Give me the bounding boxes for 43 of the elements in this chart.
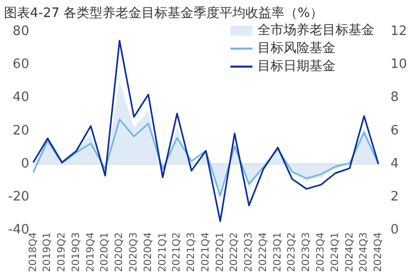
x-tick-label: 2019Q1	[42, 232, 54, 272]
x-tick-label: 2023Q1	[272, 232, 284, 272]
legend-label: 全市场养老目标基金	[257, 22, 374, 38]
y2-tick-label: 6	[390, 123, 399, 138]
x-tick-label: 2021Q2	[172, 232, 183, 272]
x-tick-label: 2022Q3	[244, 232, 255, 272]
x-tick-label: 2020Q3	[128, 232, 140, 272]
x-tick-label: 2022Q4	[258, 232, 269, 272]
y-tick-label: 40	[12, 90, 30, 106]
y-tick-label: 0	[20, 156, 30, 172]
x-tick-label: 2022Q2	[229, 232, 240, 272]
y2-tick-label: 10	[390, 57, 408, 72]
x-tick-label: 2022Q1	[214, 232, 226, 272]
x-tick-label: 2021Q1	[157, 232, 168, 272]
x-tick-label: 2023Q3	[301, 232, 312, 272]
x-tick-label: 2019Q4	[85, 232, 96, 272]
x-tick-label: 2023Q4	[316, 232, 327, 272]
chart-title: 图表4-27 各类型养老金目标基金季度平均收益率（%）	[4, 5, 323, 22]
x-tick-label: 2019Q2	[56, 232, 68, 272]
y2-tick-label: 12	[390, 24, 408, 39]
x-tick-label: 2024Q4	[373, 232, 384, 272]
y-tick-label: 60	[12, 57, 30, 72]
legend-label: 目标日期基金	[257, 58, 336, 74]
y-tick-label: 80	[12, 24, 30, 39]
y2-tick-label: 0	[390, 222, 399, 238]
x-tick-label: 2023Q2	[286, 232, 298, 272]
y2-tick-label: 8	[390, 90, 399, 106]
x-tick-label: 2018Q4	[28, 232, 39, 272]
y-tick-label: 20	[12, 123, 30, 138]
x-tick-label: 2020Q2	[114, 232, 126, 272]
x-tick-label: 2021Q3	[186, 232, 198, 272]
x-tick-label: 2020Q4	[142, 232, 154, 272]
legend-label: 目标风险基金	[257, 40, 336, 56]
y2-tick-label: 2	[390, 190, 399, 205]
x-tick-label: 2021Q4	[200, 232, 212, 272]
y-tick-label: -40	[8, 222, 30, 238]
x-tick-label: 2024Q2	[344, 232, 356, 272]
x-tick-label: 2024Q1	[330, 232, 341, 272]
y-tick-label: -20	[8, 190, 30, 205]
x-tick-label: 2024Q3	[358, 232, 370, 272]
y2-tick-label: 4	[390, 156, 399, 172]
x-tick-label: 2019Q3	[70, 232, 82, 272]
x-tick-label: 2020Q1	[100, 232, 111, 272]
